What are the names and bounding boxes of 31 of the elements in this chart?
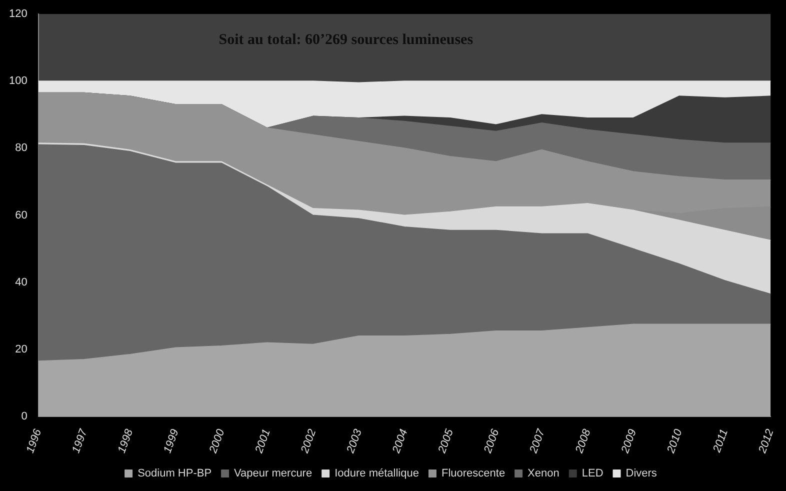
legend-label: Sodium HP-BP — [138, 468, 212, 480]
x-tick-label: 1997 — [70, 426, 90, 455]
y-tick-label: 60 — [15, 209, 28, 222]
x-tick-label: 2005 — [436, 426, 456, 456]
legend-label: Fluorescente — [441, 468, 506, 480]
x-tick-label: 2008 — [573, 426, 594, 456]
legend-label: Vapeur mercure — [234, 468, 312, 480]
x-tick-label: 2000 — [207, 426, 228, 456]
legend-label: Divers — [626, 468, 658, 480]
legend-label: Iodure métallique — [334, 468, 419, 480]
x-tick-label: 2006 — [482, 426, 502, 456]
y-tick-label: 40 — [15, 276, 28, 288]
x-tick-label: 2012 — [756, 428, 776, 456]
y-tick-label: 80 — [15, 142, 28, 154]
x-tick-label: 1996 — [24, 426, 44, 455]
legend-label: Xenon — [528, 468, 560, 480]
x-tick-label: 2001 — [252, 428, 273, 456]
x-tick-label: 1998 — [116, 426, 136, 455]
x-tick-label: 2009 — [619, 428, 639, 456]
y-tick-label: 100 — [8, 75, 28, 88]
x-tick-label: 2011 — [710, 428, 731, 455]
y-tick-label: 0 — [21, 410, 28, 423]
x-tick-label: 2007 — [527, 426, 548, 456]
x-tick-label: 1999 — [162, 428, 182, 455]
x-tick-label: 2002 — [298, 428, 319, 456]
x-tick-label: 2004 — [390, 428, 410, 456]
legend-label: LED — [582, 468, 604, 480]
y-tick-label: 20 — [15, 343, 28, 356]
x-tick-label: 2010 — [664, 426, 686, 456]
y-tick-label: 120 — [8, 8, 28, 20]
x-tick-label: 2003 — [344, 426, 365, 456]
